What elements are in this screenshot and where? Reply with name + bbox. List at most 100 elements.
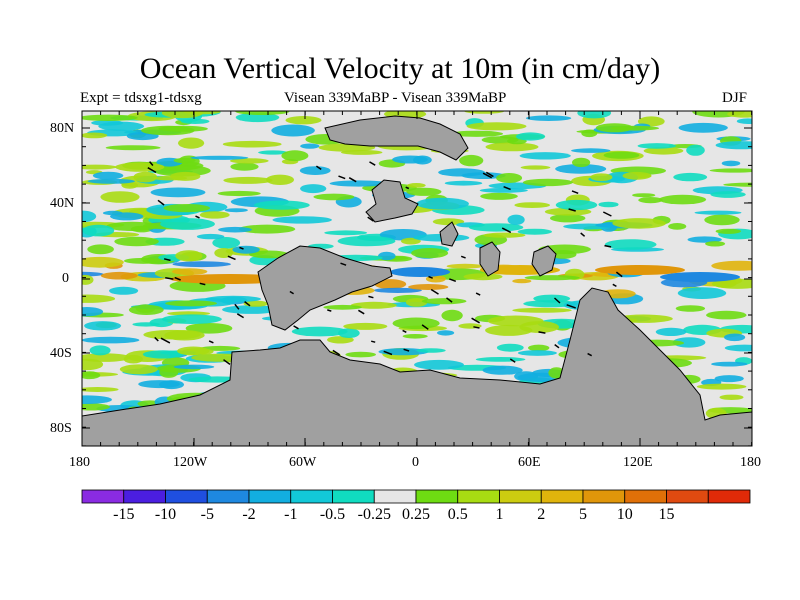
velocity-patch	[258, 150, 288, 155]
velocity-patch	[421, 298, 467, 305]
velocity-patch	[480, 192, 518, 200]
velocity-patch	[106, 221, 159, 231]
coast-fragment	[239, 246, 244, 250]
colorbar-swatch	[707, 489, 751, 504]
velocity-patch	[727, 111, 752, 118]
coast-fragment	[147, 167, 157, 174]
velocity-patch	[724, 344, 752, 352]
velocity-patch	[723, 182, 752, 187]
equatorial-band	[660, 272, 740, 282]
velocity-patch	[217, 190, 261, 197]
coast-fragment	[368, 295, 374, 299]
velocity-patch	[479, 188, 528, 193]
coast-fragment	[348, 177, 357, 183]
velocity-patch	[632, 193, 656, 198]
velocity-patch	[229, 158, 269, 164]
velocity-patch	[89, 345, 111, 356]
colorbar-label: -10	[154, 506, 177, 523]
coast-fragment	[163, 258, 171, 262]
velocity-patch	[528, 344, 550, 352]
velocity-patch	[714, 375, 744, 383]
velocity-patch	[160, 218, 215, 230]
coast-fragment	[554, 343, 560, 349]
velocity-patch	[171, 268, 208, 275]
velocity-patch	[622, 171, 652, 180]
velocity-patch	[98, 121, 145, 131]
velocity-patch	[705, 241, 726, 247]
velocity-patch	[343, 322, 388, 330]
velocity-patch	[525, 115, 572, 121]
coast-fragment	[174, 276, 181, 281]
velocity-patch	[327, 336, 354, 344]
coast-fragment	[223, 359, 231, 366]
velocity-patch	[598, 201, 619, 208]
velocity-patch	[555, 164, 607, 174]
velocity-patch	[512, 278, 532, 284]
velocity-patch	[82, 353, 131, 362]
velocity-patch	[696, 383, 747, 390]
velocity-patch	[82, 403, 110, 411]
coast-fragment	[615, 271, 623, 278]
velocity-patch	[212, 237, 241, 249]
velocity-patch	[595, 123, 634, 133]
velocity-patch	[517, 350, 557, 356]
colorbar-label: -5	[200, 506, 214, 523]
velocity-patch	[82, 132, 108, 139]
velocity-patch	[475, 357, 526, 362]
coast-fragment	[338, 175, 346, 180]
colorbar-swatch	[540, 489, 584, 504]
velocity-patch	[612, 218, 666, 229]
velocity-patch	[374, 279, 407, 290]
velocity-patch	[678, 122, 728, 133]
colorbar	[81, 489, 751, 504]
coast-fragment	[236, 313, 244, 319]
velocity-patch	[483, 232, 526, 238]
velocity-patch	[175, 250, 203, 262]
colorbar-label: -1	[284, 506, 298, 523]
velocity-patch	[515, 132, 546, 141]
velocity-patch	[214, 248, 234, 258]
velocity-patch	[235, 112, 280, 123]
coast-fragment	[604, 244, 612, 248]
velocity-patch	[709, 168, 752, 173]
velocity-patch	[686, 144, 705, 156]
velocity-patch	[485, 142, 539, 152]
velocity-patch	[432, 218, 465, 226]
coast-fragment	[503, 186, 511, 191]
gondwana-landmass	[82, 287, 752, 446]
colorbar-label: 5	[579, 506, 587, 523]
velocity-patch	[266, 174, 294, 185]
velocity-patch	[119, 364, 158, 375]
axis-ticks	[81, 111, 753, 447]
east-island	[439, 221, 459, 247]
colorbar-swatch	[457, 489, 500, 504]
velocity-patch	[100, 271, 138, 280]
velocity-patch	[517, 228, 552, 235]
colorbar-swatch	[248, 489, 292, 504]
coast-fragment	[369, 161, 376, 166]
velocity-patch	[719, 394, 744, 400]
velocity-patch	[655, 327, 687, 336]
velocity-patch	[520, 165, 551, 170]
velocity-patch	[337, 235, 396, 247]
velocity-patch	[115, 162, 165, 172]
velocity-patch	[704, 214, 740, 226]
velocity-patch	[507, 214, 525, 225]
velocity-patch	[177, 346, 210, 356]
velocity-patch	[406, 187, 442, 196]
velocity-patch	[482, 365, 523, 375]
velocity-patch	[402, 334, 428, 339]
colorbar-label: 1	[495, 506, 504, 523]
velocity-patch	[675, 305, 706, 312]
velocity-patch	[254, 200, 310, 210]
period-label: Visean 339MaBP - Visean 339MaBP	[284, 90, 507, 106]
velocity-patch	[163, 204, 210, 213]
velocity-patch	[285, 116, 322, 125]
velocity-patch	[446, 263, 484, 269]
velocity-patch	[114, 236, 159, 247]
coast-fragment	[430, 288, 439, 295]
velocity-patch	[218, 226, 252, 233]
velocity-patch	[668, 223, 687, 230]
colorbar-swatch	[123, 489, 166, 504]
velocity-patch	[643, 147, 684, 155]
